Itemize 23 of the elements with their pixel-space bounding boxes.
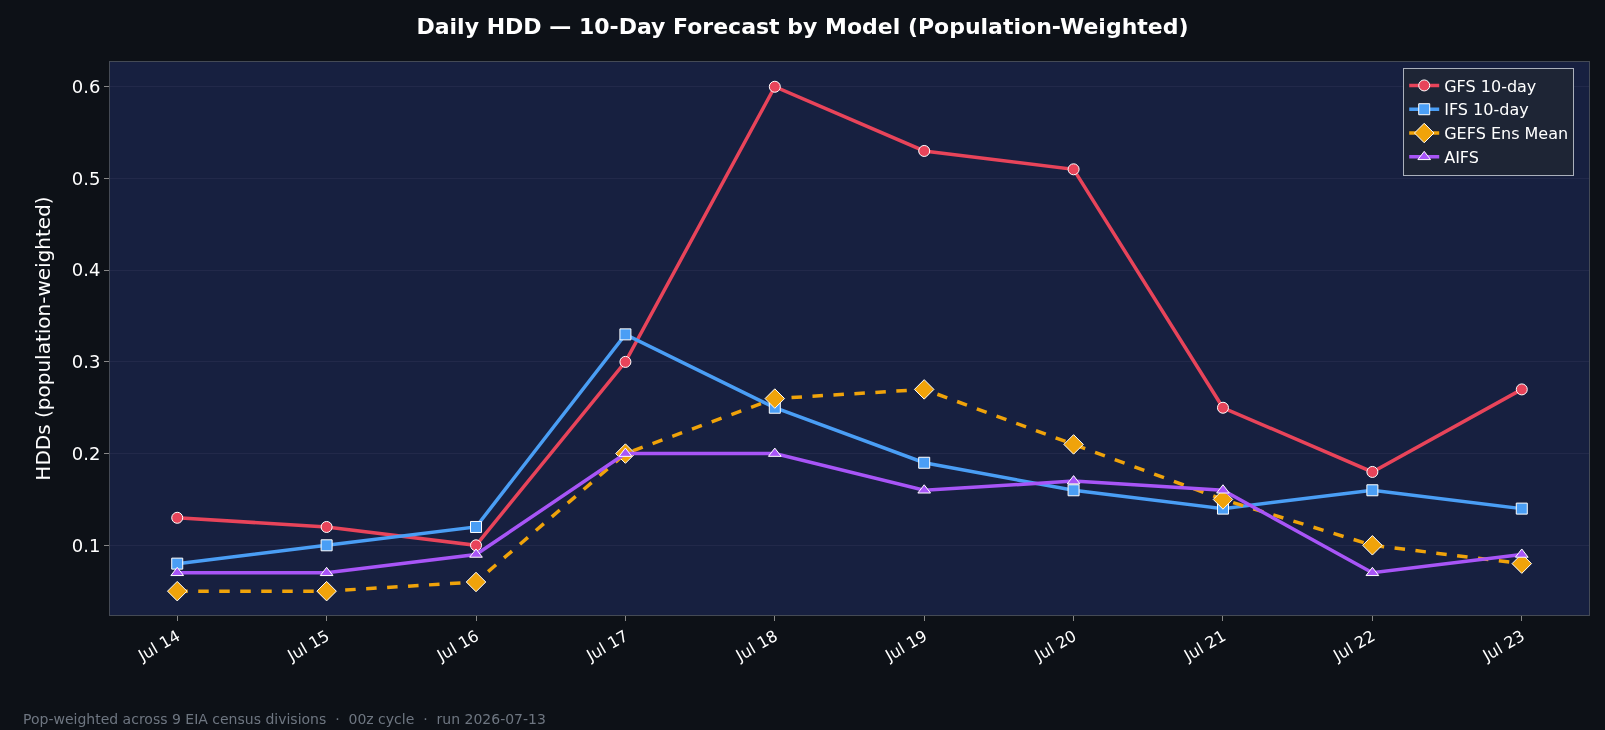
legend-label: GFS 10-day [1444, 76, 1537, 96]
x-tick-label: Jul 16 [432, 626, 483, 666]
x-tick-label: Jul 17 [582, 626, 632, 666]
legend-label: IFS 10-day [1444, 100, 1529, 120]
x-tick-label: Jul 21 [1179, 626, 1229, 666]
x-tick-label: Jul 18 [731, 626, 781, 666]
x-tick-label: Jul 23 [1478, 626, 1528, 666]
x-tick-label: Jul 14 [134, 626, 184, 666]
y-tick-label: 0.6 [71, 76, 101, 98]
y-tick-label: 0.3 [71, 351, 101, 373]
legend-label: GEFS Ens Mean [1444, 124, 1569, 144]
y-tick-label: 0.2 [71, 442, 101, 464]
chart-title: Daily HDD — 10-Day Forecast by Model (Population-Weighted) [416, 13, 1189, 39]
x-tick-label: Jul 19 [881, 626, 931, 666]
x-tick-label: Jul 15 [283, 626, 333, 666]
y-tick-label: 0.1 [71, 534, 101, 556]
y-tick-label: 0.5 [71, 167, 101, 189]
y-axis-title: HDDs (population-weighted) [31, 196, 56, 481]
y-tick-label: 0.4 [71, 259, 101, 281]
x-tick-label: Jul 22 [1329, 626, 1379, 666]
x-tick-label: Jul 20 [1030, 626, 1080, 666]
legend-label: AIFS [1444, 148, 1479, 168]
text: Pop-weighted across 9 EIA census divisions · 00z cycle · run 2026-07-13 [23, 711, 546, 727]
